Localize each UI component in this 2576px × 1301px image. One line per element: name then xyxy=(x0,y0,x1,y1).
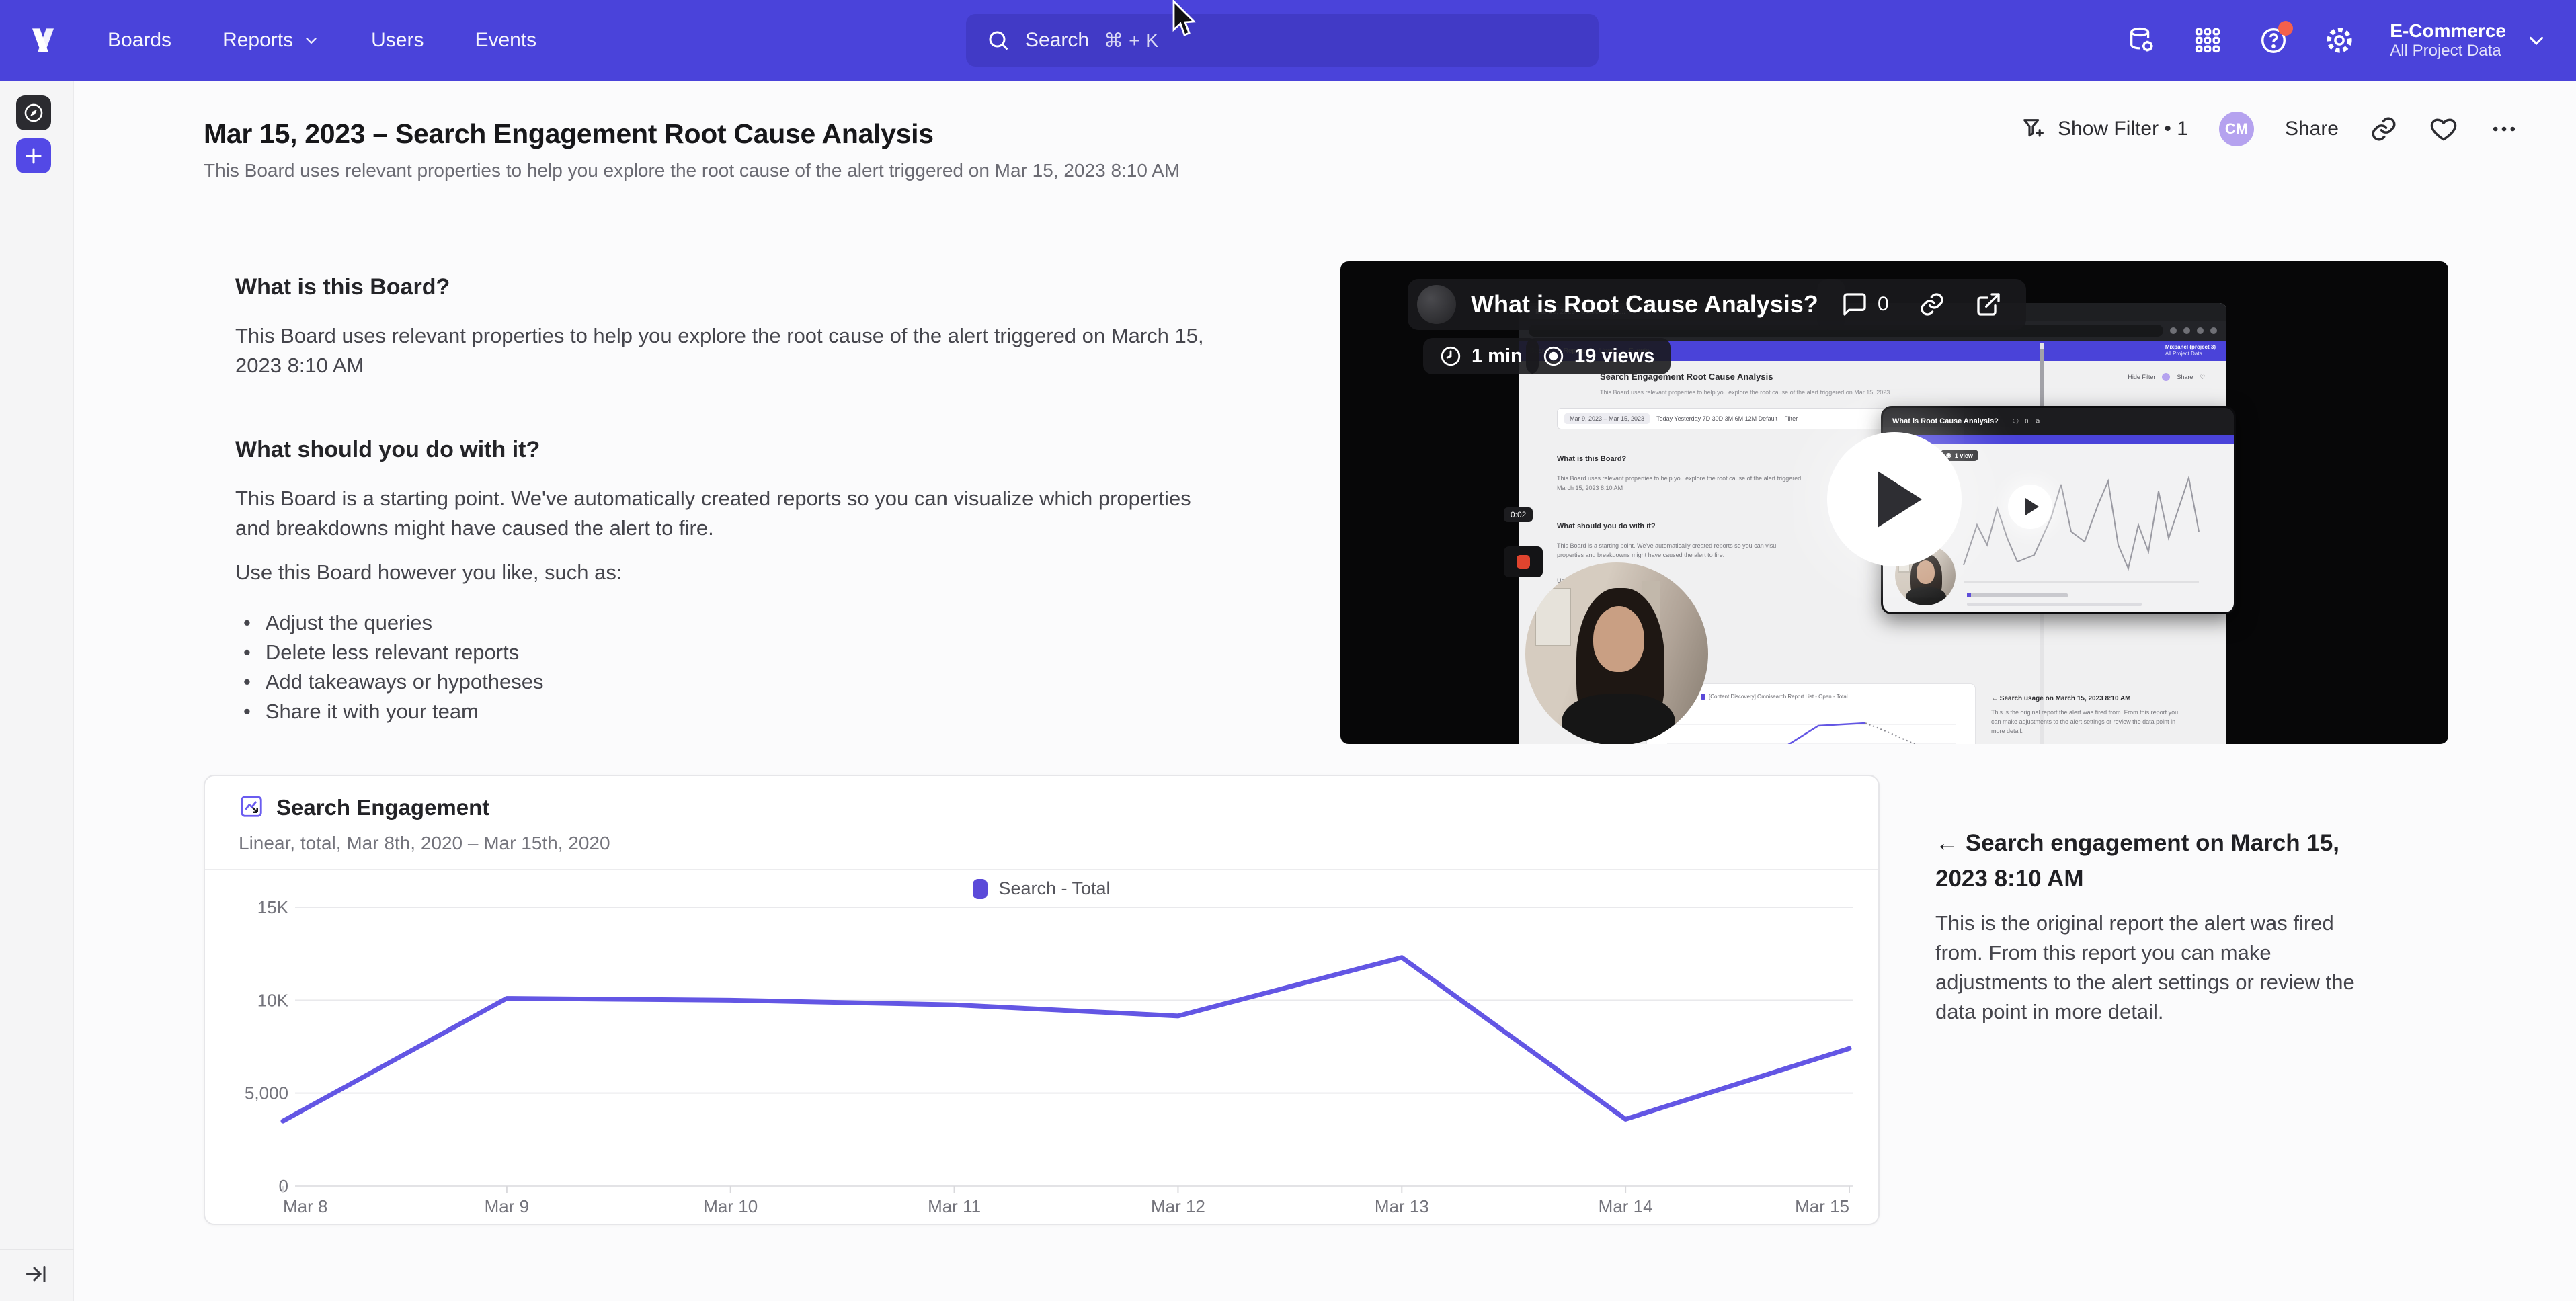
video-author-avatar xyxy=(1417,285,1456,324)
nested-views-badge: ◉ 1 view xyxy=(1941,450,1978,461)
nav-item-users[interactable]: Users xyxy=(371,29,424,51)
search-shortcut: ⌘ + K xyxy=(1104,30,1159,52)
favorite-button[interactable] xyxy=(2429,114,2458,144)
svg-text:Mar 13: Mar 13 xyxy=(1375,1196,1429,1216)
report-title[interactable]: Search Engagement xyxy=(276,795,490,820)
help-icon[interactable] xyxy=(2258,21,2294,56)
use-intro-text: Use this Board however you like, such as… xyxy=(235,560,622,584)
svg-text:10K: 10K xyxy=(257,990,289,1010)
svg-text:Mar 8: Mar 8 xyxy=(283,1196,327,1216)
line-chart-icon xyxy=(241,796,262,817)
mixpanel-logo-icon[interactable] xyxy=(27,24,59,56)
recording-stop-button xyxy=(1504,546,1543,577)
search-placeholder: Search xyxy=(1025,29,1090,51)
heart-icon xyxy=(2430,118,2457,141)
svg-text:Mar 12: Mar 12 xyxy=(1151,1196,1205,1216)
legend-label: Search - Total xyxy=(998,878,1111,898)
play-button[interactable] xyxy=(1827,432,1962,566)
section-heading-do: What should you do with it? xyxy=(235,437,540,462)
nav-menu: Boards Reports Users Events xyxy=(108,0,536,81)
mouse-cursor xyxy=(1172,0,1197,36)
help-notification-dot xyxy=(2278,21,2294,36)
sidebar-divider xyxy=(0,1249,74,1250)
suggestions-list: Adjust the queriesDelete less relevant r… xyxy=(243,608,544,726)
webcam-bubble xyxy=(1525,562,1708,744)
page-title: Mar 15, 2023 – Search Engagement Root Ca… xyxy=(204,118,934,149)
comment-icon xyxy=(1843,293,1866,316)
video-player[interactable]: Mar 15, 2023 - Search Enga... BoardsRepo… xyxy=(1340,261,2448,744)
search-icon xyxy=(989,31,1008,50)
list-item: Share it with your team xyxy=(243,697,543,726)
board-toolbar: Show Filter • 1 CM Share xyxy=(2020,108,2519,151)
annotation-heading: ← Search engagement on March 15, 2023 8:… xyxy=(1935,830,2340,892)
svg-text:Mar 11: Mar 11 xyxy=(928,1196,981,1216)
clock-icon xyxy=(1441,346,1461,366)
video-title-pill: What is Root Cause Analysis? xyxy=(1408,279,1845,330)
mini-board-controls: Hide Filter Share ♡ ⋯ xyxy=(2128,373,2213,381)
show-filter-button[interactable]: Show Filter • 1 xyxy=(2020,116,2188,142)
video-open-external-icon[interactable] xyxy=(1975,291,2002,318)
video-comments-button[interactable]: 0 xyxy=(1841,291,1889,318)
nested-webcam-bubble xyxy=(1895,545,1956,605)
expand-sidebar-button[interactable] xyxy=(19,1258,54,1290)
filter-funnel-icon xyxy=(2023,119,2044,137)
recording-timer-badge: 0:02 xyxy=(1504,507,1533,522)
chevron-down-icon xyxy=(306,38,317,44)
plus-icon xyxy=(26,148,42,164)
video-duration-badge: 1 min xyxy=(1423,338,1539,374)
svg-text:Mar 9: Mar 9 xyxy=(485,1196,529,1216)
more-options-button[interactable] xyxy=(2489,114,2519,144)
list-item: Delete less relevant reports xyxy=(243,638,543,667)
top-nav: Boards Reports Users Events Search ⌘ + K xyxy=(0,0,2576,81)
card-divider xyxy=(205,869,1878,870)
ellipsis-icon xyxy=(2493,126,2515,132)
report-card: Search Engagement Linear, total, Mar 8th… xyxy=(204,775,1880,1225)
section-body-what: This Board uses relevant properties to h… xyxy=(235,324,1204,377)
video-title: What is Root Cause Analysis? xyxy=(1471,290,1818,318)
chart-legend: Search - Total xyxy=(205,878,1878,899)
explore-compass-button[interactable] xyxy=(16,95,51,130)
svg-text:15K: 15K xyxy=(257,897,289,917)
project-name: E-Commerce xyxy=(2390,19,2506,41)
mini-annotation: ← Search usage on March 15, 2023 8:10 AM… xyxy=(1991,695,2179,735)
nested-chart-sketch xyxy=(1963,475,2200,606)
svg-text:Mar 14: Mar 14 xyxy=(1599,1196,1653,1216)
annotation-body: This is the original report the alert wa… xyxy=(1935,911,2355,1023)
compass-icon xyxy=(24,103,43,122)
nav-item-events[interactable]: Events xyxy=(475,29,537,51)
project-scope: All Project Data xyxy=(2390,42,2501,60)
nav-item-reports[interactable]: Reports xyxy=(223,29,320,52)
settings-gear-icon[interactable] xyxy=(2324,25,2355,56)
report-subtitle: Linear, total, Mar 8th, 2020 – Mar 15th,… xyxy=(239,833,610,853)
svg-text:Mar 15: Mar 15 xyxy=(1795,1196,1849,1216)
section-heading-what: What is this Board? xyxy=(235,274,450,300)
views-icon xyxy=(1543,346,1564,366)
mini-board-subtitle: This Board uses relevant properties to h… xyxy=(1600,389,1890,396)
copy-link-button[interactable] xyxy=(2370,115,2398,143)
nav-item-boards[interactable]: Boards xyxy=(108,29,172,51)
apps-grid-icon[interactable] xyxy=(2192,25,2223,56)
list-item: Adjust the queries xyxy=(243,608,543,638)
chevron-down-icon xyxy=(2529,36,2544,46)
add-button[interactable] xyxy=(16,138,51,173)
video-actions-pill: 0 xyxy=(1817,279,2026,330)
project-switcher[interactable]: E-Commerce All Project Data xyxy=(2390,19,2548,61)
section-body-do: This Board is a starting point. We've au… xyxy=(235,487,1191,540)
page-subtitle: This Board uses relevant properties to h… xyxy=(204,160,1180,181)
list-item: Add takeaways or hypotheses xyxy=(243,667,544,697)
svg-text:Mar 10: Mar 10 xyxy=(703,1196,758,1216)
data-management-icon[interactable] xyxy=(2126,25,2157,56)
video-copy-link-icon[interactable] xyxy=(1919,291,1945,318)
share-button[interactable]: Share xyxy=(2284,118,2339,140)
video-views-badge: 19 views xyxy=(1526,338,1671,374)
left-sidebar xyxy=(0,81,74,1301)
arrow-to-bar-icon xyxy=(26,1266,46,1282)
user-avatar[interactable]: CM xyxy=(2218,112,2254,146)
legend-swatch xyxy=(973,878,988,899)
nested-play-button xyxy=(2008,485,2052,529)
svg-text:5,000: 5,000 xyxy=(245,1083,288,1103)
link-icon xyxy=(2372,117,2396,141)
search-input[interactable]: Search ⌘ + K xyxy=(966,14,1599,67)
